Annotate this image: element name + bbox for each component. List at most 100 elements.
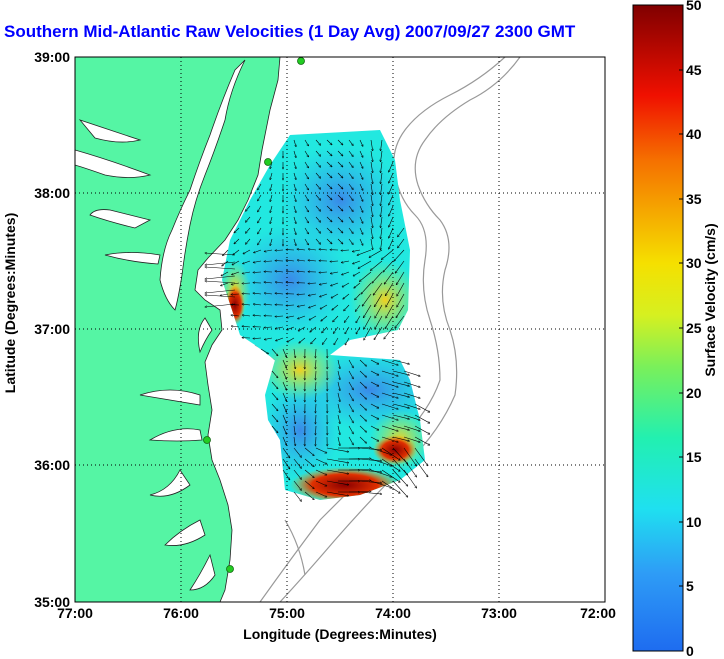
velocity-arrow bbox=[293, 469, 302, 479]
velocity-arrow bbox=[359, 403, 367, 410]
velocity-arrow bbox=[348, 172, 353, 179]
velocity-arrow bbox=[275, 293, 284, 294]
velocity-arrow bbox=[395, 315, 405, 328]
velocity-arrow bbox=[370, 381, 379, 386]
velocity-arrow bbox=[348, 425, 353, 434]
velocity-arrow bbox=[322, 337, 328, 345]
velocity-arrow bbox=[223, 249, 229, 256]
velocity-arrow bbox=[253, 338, 262, 339]
y-tick-label: 39:00 bbox=[34, 49, 70, 65]
velocity-arrow bbox=[264, 261, 273, 262]
velocity-arrow bbox=[304, 150, 309, 157]
velocity-arrow bbox=[359, 491, 382, 494]
velocity-arrow bbox=[403, 469, 417, 488]
velocity-arrow bbox=[337, 205, 343, 211]
velocity-arrow bbox=[403, 425, 420, 431]
velocity-arrow bbox=[304, 469, 314, 478]
velocity-arrow bbox=[392, 480, 408, 497]
velocity-arrow bbox=[370, 238, 373, 250]
velocity-arrow bbox=[242, 283, 251, 284]
velocity-arrow bbox=[315, 414, 316, 424]
velocity-arrow bbox=[364, 315, 372, 329]
velocity-arrow bbox=[304, 447, 314, 456]
velocity-arrow bbox=[397, 293, 405, 307]
velocity-arrow bbox=[222, 260, 229, 266]
velocity-arrow bbox=[385, 315, 394, 329]
velocity-arrow bbox=[359, 161, 363, 168]
velocity-arrow bbox=[293, 381, 295, 391]
velocity-arrow bbox=[315, 227, 321, 233]
velocity-arrow bbox=[245, 216, 251, 222]
velocity-arrow bbox=[315, 425, 316, 435]
x-tick-label: 77:00 bbox=[57, 605, 93, 621]
velocity-arrow bbox=[304, 491, 314, 500]
velocity-arrow bbox=[282, 458, 290, 469]
velocity-arrow bbox=[403, 370, 420, 376]
velocity-arrow bbox=[304, 227, 309, 234]
velocity-arrow bbox=[326, 216, 332, 222]
velocity-arrow bbox=[282, 447, 290, 458]
velocity-arrow bbox=[282, 348, 287, 357]
velocity-arrow bbox=[381, 205, 383, 217]
velocity-arrow bbox=[242, 326, 251, 327]
velocity-arrow bbox=[293, 458, 302, 468]
colorbar-tick-label: 30 bbox=[686, 255, 702, 271]
velocity-arrow bbox=[356, 326, 361, 334]
velocity-arrow bbox=[359, 205, 363, 212]
velocity-arrow bbox=[245, 227, 251, 233]
velocity-arrow bbox=[297, 271, 306, 272]
velocity-arrow bbox=[398, 227, 405, 237]
velocity-arrow bbox=[304, 194, 309, 201]
velocity-arrow bbox=[381, 172, 383, 184]
velocity-arrow bbox=[287, 337, 295, 342]
velocity-arrow bbox=[359, 172, 363, 179]
velocity-arrow bbox=[389, 227, 394, 238]
x-tick-label: 76:00 bbox=[163, 605, 199, 621]
velocity-arrow bbox=[297, 249, 306, 250]
velocity-arrow bbox=[332, 304, 339, 310]
velocity-arrow bbox=[370, 205, 373, 217]
velocity-arrow bbox=[370, 403, 379, 408]
velocity-arrow bbox=[348, 392, 353, 401]
velocity-arrow bbox=[304, 161, 309, 168]
velocity-arrow bbox=[337, 139, 343, 145]
velocity-arrow bbox=[370, 469, 392, 477]
velocity-arrow bbox=[271, 392, 278, 400]
velocity-arrow bbox=[342, 282, 350, 287]
velocity-arrow bbox=[348, 227, 353, 234]
velocity-arrow bbox=[320, 293, 328, 297]
velocity-arrow bbox=[337, 183, 343, 189]
velocity-arrow bbox=[271, 370, 278, 378]
velocity-arrow bbox=[363, 304, 372, 318]
velocity-arrow bbox=[258, 227, 262, 234]
velocity-arrow bbox=[348, 403, 353, 412]
velocity-arrow bbox=[361, 282, 372, 294]
x-axis-label: Longitude (Degrees:Minutes) bbox=[243, 626, 437, 642]
velocity-arrow bbox=[264, 249, 273, 252]
velocity-arrow bbox=[315, 480, 327, 486]
velocity-arrow bbox=[220, 293, 229, 296]
x-axis: 77:00 76:00 75:00 74:00 73:00 72:00 bbox=[57, 605, 616, 621]
velocity-arrow bbox=[298, 315, 306, 319]
velocity-arrow bbox=[315, 205, 321, 211]
velocity-arrow bbox=[293, 161, 296, 169]
velocity-arrow bbox=[392, 359, 410, 364]
velocity-arrow bbox=[381, 139, 383, 151]
velocity-arrow bbox=[253, 260, 262, 263]
velocity-arrow bbox=[293, 414, 295, 424]
colorbar: 50 45 40 35 30 25 20 15 10 5 0 bbox=[632, 0, 702, 659]
velocity-arrow bbox=[356, 315, 361, 323]
velocity-arrow bbox=[253, 272, 262, 273]
colorbar-tick-label: 5 bbox=[686, 578, 694, 594]
velocity-arrow bbox=[370, 216, 373, 228]
velocity-arrow bbox=[271, 381, 278, 389]
velocity-arrow bbox=[293, 480, 302, 490]
velocity-arrow bbox=[359, 238, 363, 245]
velocity-arrow bbox=[348, 459, 371, 460]
velocity-arrow bbox=[337, 150, 343, 156]
velocity-arrow bbox=[348, 205, 353, 212]
velocity-arrow bbox=[308, 260, 317, 261]
velocity-arrow bbox=[293, 150, 296, 158]
velocity-arrow bbox=[293, 370, 295, 380]
velocity-arrow bbox=[337, 172, 343, 178]
